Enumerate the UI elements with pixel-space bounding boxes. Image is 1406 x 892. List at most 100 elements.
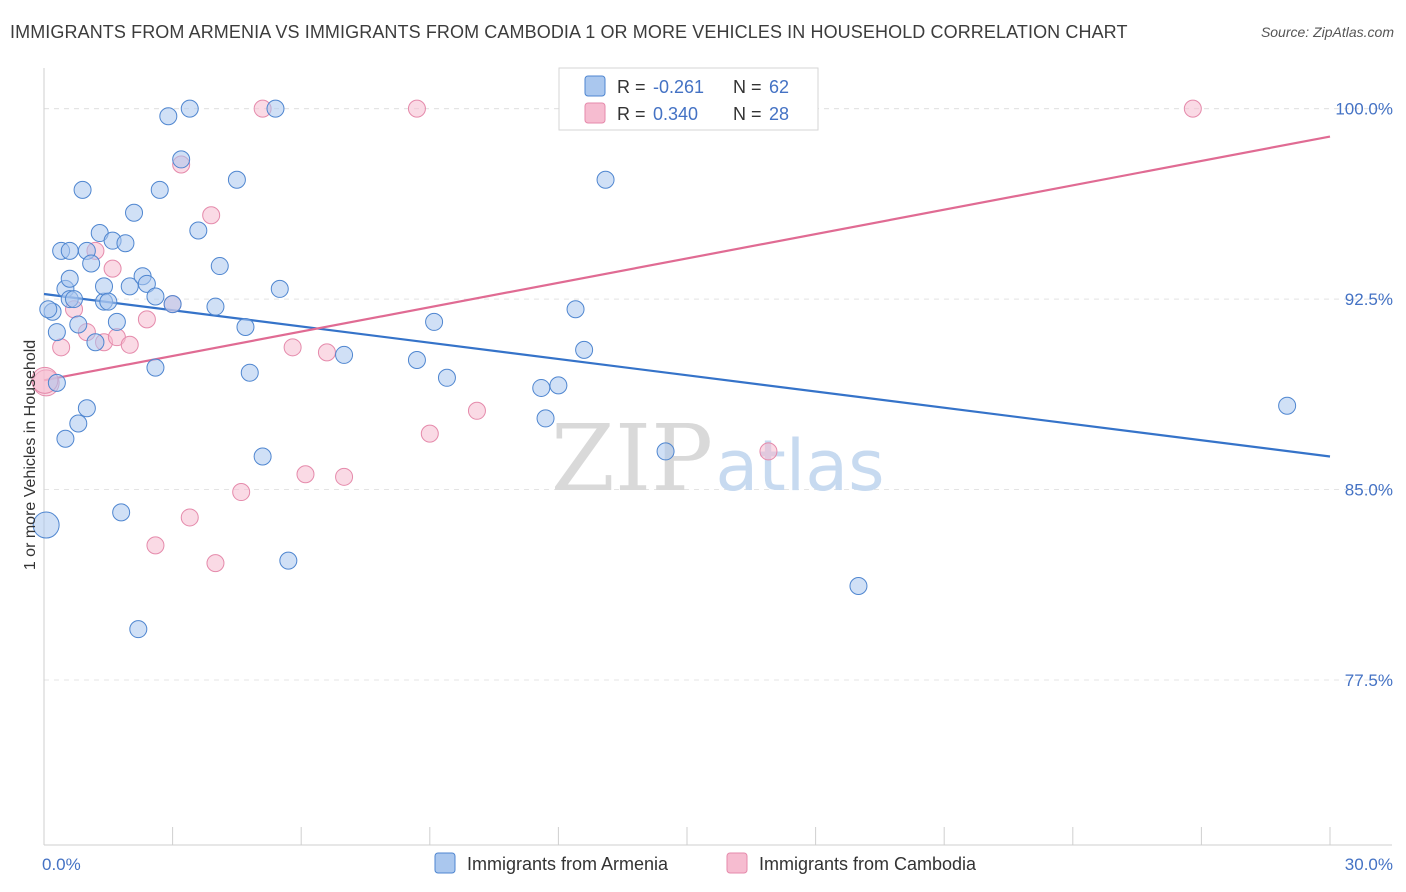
- point-armenia-42: [240, 363, 259, 382]
- point-armenia-24: [116, 234, 135, 253]
- x-tick-labels: 0.0% 30.0%: [42, 855, 1393, 874]
- point-armenia-29: [137, 274, 156, 293]
- legend-r-label-armenia: R =: [617, 77, 646, 97]
- bottom-legend-swatch-cambodia: [726, 852, 748, 874]
- chart-title: IMMIGRANTS FROM ARMENIA VS IMMIGRANTS FR…: [10, 22, 1128, 42]
- watermark: ZIP atlas: [551, 405, 885, 512]
- point-armenia-33: [159, 107, 178, 126]
- legend-r-value-armenia: -0.261: [653, 77, 704, 97]
- legend-r-label-cambodia: R =: [617, 104, 646, 124]
- point-armenia-48: [407, 351, 426, 370]
- point-cambodia-21: [407, 99, 426, 118]
- point-cambodia-25: [1183, 99, 1202, 118]
- point-armenia-10: [69, 414, 88, 433]
- point-cambodia-12: [180, 508, 199, 527]
- point-armenia-23: [112, 503, 131, 522]
- point-cambodia-15: [232, 483, 251, 502]
- point-armenia-4: [56, 429, 75, 448]
- point-cambodia-9: [146, 536, 165, 555]
- point-cambodia-8: [137, 310, 156, 329]
- point-cambodia-13: [202, 206, 221, 225]
- point-armenia-35: [172, 150, 191, 169]
- legend: R = -0.261 N = 62 R = 0.340 N = 28: [558, 67, 819, 131]
- point-armenia-2: [47, 323, 66, 342]
- point-armenia-55: [575, 340, 594, 359]
- legend-n-value-cambodia: 28: [769, 104, 789, 124]
- y-tick-labels: 100.0% 92.5% 85.0% 77.5%: [1335, 100, 1393, 690]
- point-armenia-57: [656, 442, 675, 461]
- point-armenia-60: [32, 511, 60, 539]
- point-armenia-15: [82, 254, 101, 273]
- point-armenia-56: [596, 170, 615, 189]
- point-cambodia-17: [283, 338, 302, 357]
- point-armenia-47: [335, 345, 354, 364]
- point-armenia-53: [549, 376, 568, 395]
- point-cambodia-5: [103, 259, 122, 278]
- bottom-legend: Immigrants from Armenia Immigrants from …: [434, 852, 977, 874]
- point-armenia-61: [39, 300, 58, 319]
- point-armenia-50: [437, 368, 456, 387]
- point-armenia-19: [95, 277, 114, 296]
- point-armenia-27: [129, 620, 148, 639]
- point-armenia-44: [266, 99, 285, 118]
- legend-n-value-armenia: 62: [769, 77, 789, 97]
- point-armenia-41: [236, 318, 255, 336]
- point-armenia-31: [146, 358, 165, 377]
- point-armenia-16: [86, 333, 105, 352]
- point-armenia-34: [163, 295, 182, 314]
- point-armenia-32: [150, 180, 169, 199]
- bottom-legend-label-cambodia: Immigrants from Cambodia: [759, 854, 977, 874]
- point-cambodia-19: [317, 343, 336, 362]
- point-armenia-59: [1278, 396, 1297, 415]
- point-armenia-40: [227, 170, 246, 189]
- point-armenia-20: [99, 292, 118, 311]
- watermark-zip: ZIP: [551, 405, 713, 512]
- point-armenia-49: [425, 312, 444, 331]
- point-armenia-26: [125, 203, 144, 222]
- point-armenia-30: [146, 287, 165, 306]
- legend-r-value-cambodia: 0.340: [653, 104, 698, 124]
- axes: [43, 68, 1392, 846]
- point-armenia-13: [77, 399, 96, 418]
- data-points: [31, 99, 1297, 639]
- point-cambodia-18: [296, 465, 315, 484]
- point-armenia-37: [189, 221, 208, 240]
- watermark-atlas: atlas: [715, 425, 884, 507]
- point-cambodia-22: [420, 424, 439, 443]
- bottom-legend-label-armenia: Immigrants from Armenia: [467, 854, 669, 874]
- point-armenia-46: [279, 551, 298, 570]
- point-cambodia-14: [206, 554, 225, 573]
- trend-lines: [43, 135, 1331, 458]
- point-armenia-6: [60, 241, 79, 260]
- y-tick-label-1: 92.5%: [1345, 290, 1393, 309]
- x-tick-label-0: 0.0%: [42, 855, 81, 874]
- point-armenia-51: [532, 378, 551, 397]
- point-cambodia-23: [467, 401, 486, 420]
- y-tick-label-3: 77.5%: [1345, 671, 1393, 690]
- point-armenia-1: [47, 373, 66, 392]
- point-armenia-36: [180, 99, 199, 118]
- point-armenia-7: [60, 269, 79, 288]
- point-armenia-38: [206, 297, 225, 316]
- point-armenia-9: [65, 290, 84, 309]
- y-tick-label-0: 100.0%: [1335, 100, 1393, 119]
- gridlines: [44, 108, 1390, 681]
- point-armenia-45: [270, 279, 289, 298]
- trend-line-armenia: [43, 292, 1331, 458]
- legend-n-label-armenia: N =: [733, 77, 762, 97]
- point-cambodia-24: [759, 442, 778, 461]
- point-armenia-12: [73, 180, 92, 199]
- point-armenia-54: [566, 300, 585, 319]
- y-axis-label: 1 or more Vehicles in Household: [22, 340, 39, 570]
- point-cambodia-7: [120, 335, 139, 354]
- point-cambodia-1: [52, 338, 71, 357]
- point-armenia-39: [210, 257, 229, 276]
- point-cambodia-20: [335, 467, 354, 486]
- chart-source: Source: ZipAtlas.com: [1260, 24, 1394, 40]
- bottom-legend-swatch-armenia: [434, 852, 456, 874]
- legend-swatch-armenia: [584, 75, 606, 97]
- point-armenia-43: [253, 447, 272, 466]
- point-armenia-58: [849, 577, 868, 595]
- x-tick-label-1: 30.0%: [1345, 855, 1393, 874]
